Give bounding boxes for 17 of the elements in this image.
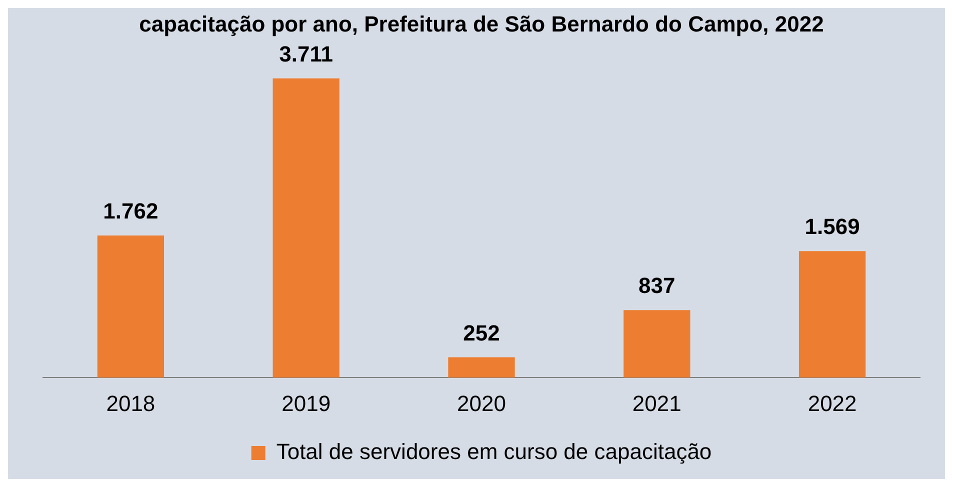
- bar: [272, 78, 340, 378]
- x-tick-label: 2020: [457, 390, 506, 416]
- data-label: 3.711: [279, 41, 334, 66]
- data-label: 1.762: [103, 198, 158, 224]
- data-label: 837: [638, 273, 676, 298]
- x-tick-label: 2018: [106, 390, 156, 416]
- data-label: 252: [463, 320, 500, 346]
- x-tick-label: 2019: [282, 390, 331, 416]
- data-label: 1.569: [804, 214, 860, 240]
- x-tick-label: 2021: [632, 390, 682, 416]
- bar: [624, 310, 690, 378]
- chart-title: capacitação por ano, Prefeitura de São Bernardo do Campo, 2022: [139, 11, 824, 36]
- bar: [798, 251, 866, 378]
- x-tick-label: 2022: [808, 390, 857, 416]
- bar: [97, 236, 164, 378]
- legend-label: Total de servidores em curso de capacitação: [276, 439, 712, 464]
- bar: [448, 357, 515, 378]
